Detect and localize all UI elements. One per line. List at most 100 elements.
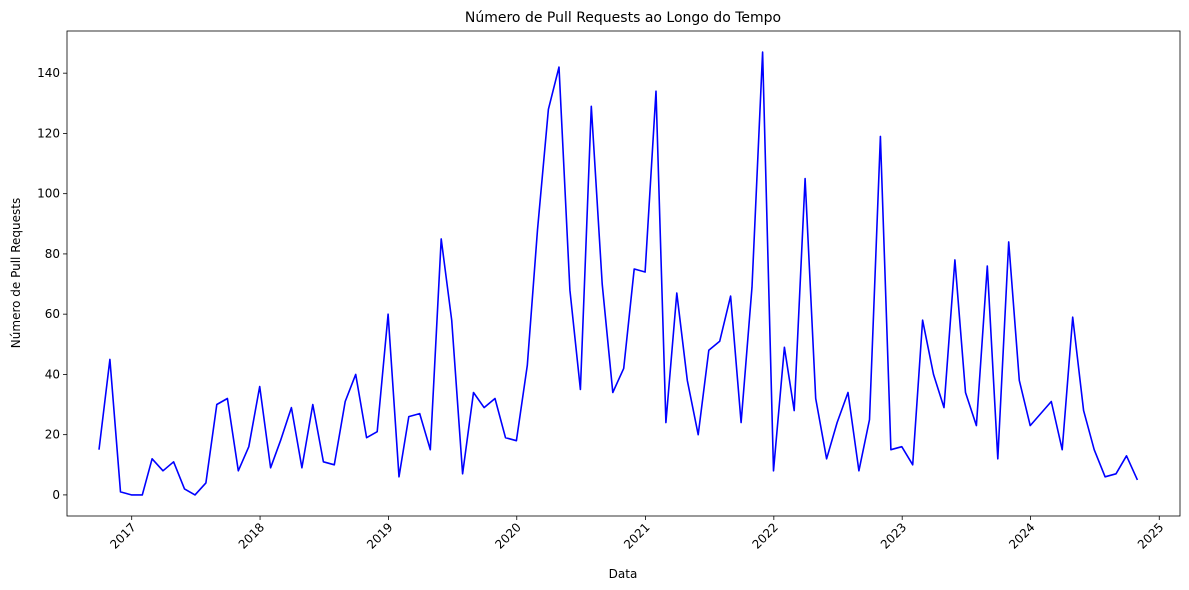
y-axis-ticks: 0 20 40 60 80 100 120 140 <box>37 66 67 502</box>
data-point <box>270 467 272 469</box>
data-point <box>912 464 914 466</box>
data-point <box>590 105 592 107</box>
data-point <box>1126 455 1128 457</box>
x-tick-label: 2018 <box>236 520 267 551</box>
data-point <box>697 434 699 436</box>
data-point <box>719 340 721 342</box>
data-point <box>773 470 775 472</box>
data-point <box>1104 476 1106 478</box>
data-point <box>387 313 389 315</box>
data-point <box>793 410 795 412</box>
data-point <box>526 364 528 366</box>
data-point <box>623 367 625 369</box>
data-point <box>162 470 164 472</box>
data-point <box>344 401 346 403</box>
data-point <box>869 419 871 421</box>
data-point <box>836 422 838 424</box>
data-point <box>130 494 132 496</box>
y-tick-label: 20 <box>45 428 60 442</box>
data-point <box>1050 401 1052 403</box>
data-point <box>558 66 560 68</box>
data-point <box>408 416 410 418</box>
x-axis-ticks: 2017 2018 2019 2020 2021 2022 2023 2024 2025 <box>107 516 1166 552</box>
x-tick-label: 2024 <box>1006 520 1037 551</box>
series-line <box>98 51 1139 496</box>
data-point <box>579 389 581 391</box>
data-point <box>301 467 303 469</box>
data-point <box>612 392 614 394</box>
data-point <box>569 289 571 291</box>
data-point <box>259 386 261 388</box>
data-point <box>1072 316 1074 318</box>
data-point <box>205 482 207 484</box>
data-point <box>922 319 924 321</box>
data-point <box>280 440 282 442</box>
y-axis-label: Número de Pull Requests <box>9 198 23 348</box>
data-point <box>901 446 903 448</box>
chart-title: Número de Pull Requests ao Longo do Temp… <box>465 10 781 26</box>
data-point <box>141 494 143 496</box>
data-point <box>322 461 324 463</box>
data-point <box>879 135 881 137</box>
data-point <box>601 283 603 285</box>
data-point <box>933 373 935 375</box>
data-point <box>686 379 688 381</box>
data-point <box>815 398 817 400</box>
y-tick-label: 40 <box>45 367 60 381</box>
data-point <box>494 398 496 400</box>
data-point <box>1029 425 1031 427</box>
data-point <box>890 449 892 451</box>
data-point <box>98 449 100 451</box>
data-point <box>429 449 431 451</box>
data-point <box>751 286 753 288</box>
x-tick-label: 2023 <box>878 520 909 551</box>
data-point <box>120 491 122 493</box>
data-point <box>1061 449 1063 451</box>
data-point <box>730 295 732 297</box>
y-tick-label: 0 <box>52 488 60 502</box>
y-tick-label: 60 <box>45 307 60 321</box>
data-point <box>762 51 764 53</box>
x-tick-label: 2021 <box>621 520 652 551</box>
data-point <box>965 392 967 394</box>
data-point <box>708 349 710 351</box>
data-point <box>216 404 218 406</box>
data-point <box>986 265 988 267</box>
data-point <box>1008 241 1010 243</box>
data-point <box>665 422 667 424</box>
data-point <box>483 407 485 409</box>
series-layer <box>98 51 1139 496</box>
x-tick-label: 2020 <box>492 520 523 551</box>
x-tick-label: 2019 <box>364 520 395 551</box>
data-point <box>804 178 806 180</box>
x-tick-label: 2025 <box>1135 520 1166 551</box>
data-point <box>676 292 678 294</box>
data-point <box>333 464 335 466</box>
data-point <box>783 346 785 348</box>
data-point <box>975 425 977 427</box>
data-point <box>655 90 657 92</box>
data-point <box>290 407 292 409</box>
data-point <box>151 458 153 460</box>
data-point <box>440 238 442 240</box>
data-point <box>644 271 646 273</box>
data-point <box>376 431 378 433</box>
data-point <box>419 413 421 415</box>
data-point <box>1093 449 1095 451</box>
data-point <box>505 437 507 439</box>
data-point <box>355 373 357 375</box>
plot-frame <box>66 30 1181 517</box>
data-point <box>997 458 999 460</box>
data-point <box>237 470 239 472</box>
data-point <box>943 407 945 409</box>
data-point <box>462 473 464 475</box>
data-point <box>1115 473 1117 475</box>
data-point <box>366 437 368 439</box>
data-point <box>633 268 635 270</box>
data-point <box>547 108 549 110</box>
y-tick-label: 80 <box>45 247 60 261</box>
y-tick-label: 120 <box>37 126 60 140</box>
data-point <box>858 470 860 472</box>
data-point <box>248 446 250 448</box>
